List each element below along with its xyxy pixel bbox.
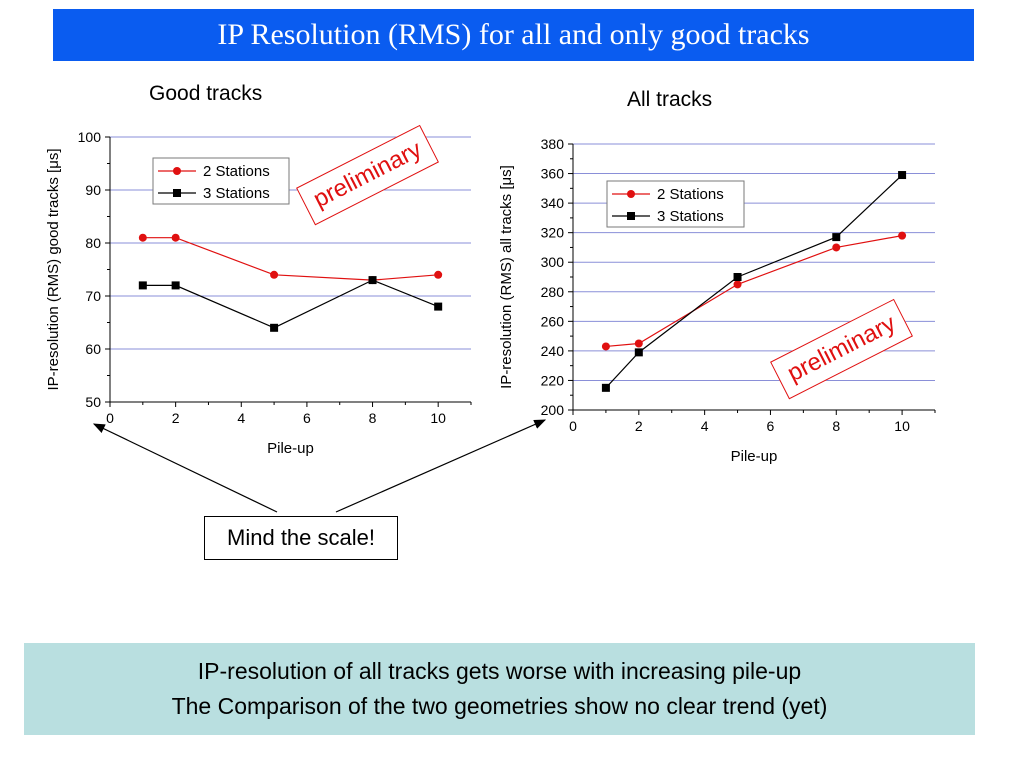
chart2-data-point [733, 273, 742, 281]
chart1-data-point [171, 281, 180, 290]
chart1-x-tick-label: 8 [369, 410, 377, 426]
chart2-x-axis-label: Pile-up [731, 448, 778, 465]
chart2-y-tick-label: 200 [541, 402, 565, 418]
chart1-data-point [138, 233, 147, 242]
callout-arrow-left [92, 423, 278, 513]
chart2-x-tick-label: 10 [894, 418, 910, 434]
chart2-data-point [634, 339, 643, 348]
chart2-data-point [634, 348, 643, 357]
chart2-data-point [733, 280, 742, 289]
chart1-data-point [171, 233, 180, 242]
chart1-data-point [434, 302, 443, 311]
chart2-x-tick-label: 0 [569, 418, 577, 434]
chart1-data-point [270, 323, 279, 332]
chart2-x-tick-label: 2 [635, 418, 643, 434]
summary-line-1: IP-resolution of all tracks gets worse w… [197, 658, 802, 684]
summary-line-2: The Comparison of the two geometries sho… [171, 693, 828, 719]
title-banner: IP Resolution (RMS) for all and only goo… [53, 9, 974, 61]
chart1-data-point [434, 270, 443, 279]
chart1-legend-label: 3 Stations [203, 185, 270, 202]
chart1-x-tick-label: 0 [106, 410, 114, 426]
chart1-y-tick-label: 60 [85, 341, 101, 357]
chart2-legend-marker [627, 212, 635, 220]
chart2-data-point [832, 233, 841, 242]
chart-title-all-tracks: All tracks [627, 88, 713, 111]
chart2-legend-label: 2 Stations [657, 186, 724, 203]
chart-title-good-tracks: Good tracks [149, 82, 263, 105]
chart1-series-line [142, 237, 439, 281]
chart1-x-axis-label: Pile-up [267, 440, 314, 457]
mind-the-scale-callout: Mind the scale! [204, 516, 398, 560]
chart1-y-tick-label: 70 [85, 288, 101, 304]
chart2-data-point [898, 171, 907, 180]
chart2-y-tick-label: 280 [541, 284, 565, 300]
chart2-legend-label: 3 Stations [657, 208, 724, 225]
chart1-x-tick-label: 6 [303, 410, 311, 426]
chart1-y-tick-label: 50 [85, 394, 101, 410]
chart1-x-tick-label: 2 [172, 410, 180, 426]
chart1-legend-marker [173, 167, 181, 175]
chart1-data-point [368, 276, 377, 285]
chart1-x-tick-label: 4 [237, 410, 245, 426]
chart2-y-tick-label: 300 [541, 254, 565, 270]
slide-title: IP Resolution (RMS) for all and only goo… [217, 18, 810, 51]
chart1-series-line [142, 279, 439, 329]
chart2-y-tick-label: 380 [541, 136, 565, 152]
chart2-y-tick-label: 220 [541, 372, 565, 388]
chart2-y-tick-label: 340 [541, 195, 565, 211]
chart1-y-axis-label: IP-resolution (RMS) good tracks [μs] [45, 148, 62, 390]
chart1-legend-marker [173, 189, 181, 197]
chart2-x-tick-label: 6 [767, 418, 775, 434]
chart1-x-tick-label: 10 [430, 410, 446, 426]
chart1-y-tick-label: 90 [85, 182, 101, 198]
callout-text: Mind the scale! [227, 525, 375, 550]
chart2-legend-marker [627, 190, 635, 198]
chart2-x-tick-label: 4 [701, 418, 709, 434]
chart2-y-tick-label: 260 [541, 313, 565, 329]
chart1-y-tick-label: 80 [85, 235, 101, 251]
chart2-data-point [601, 342, 610, 351]
chart1-data-point [138, 281, 147, 290]
chart2-x-tick-label: 8 [832, 418, 840, 434]
summary-box: IP-resolution of all tracks gets worse w… [24, 643, 975, 735]
chart1-legend-label: 2 Stations [203, 163, 270, 180]
chart1-data-point [270, 270, 279, 279]
chart2-data-point [898, 231, 907, 240]
chart2-y-tick-label: 360 [541, 166, 565, 182]
chart1-y-tick-label: 100 [78, 129, 102, 145]
chart2-y-tick-label: 320 [541, 225, 565, 241]
chart2-data-point [601, 383, 610, 392]
chart2-y-tick-label: 240 [541, 343, 565, 359]
callout-arrow-right [335, 419, 547, 513]
chart2-y-axis-label: IP-resolution (RMS) all tracks [μs] [498, 165, 515, 389]
chart2-data-point [832, 243, 841, 252]
